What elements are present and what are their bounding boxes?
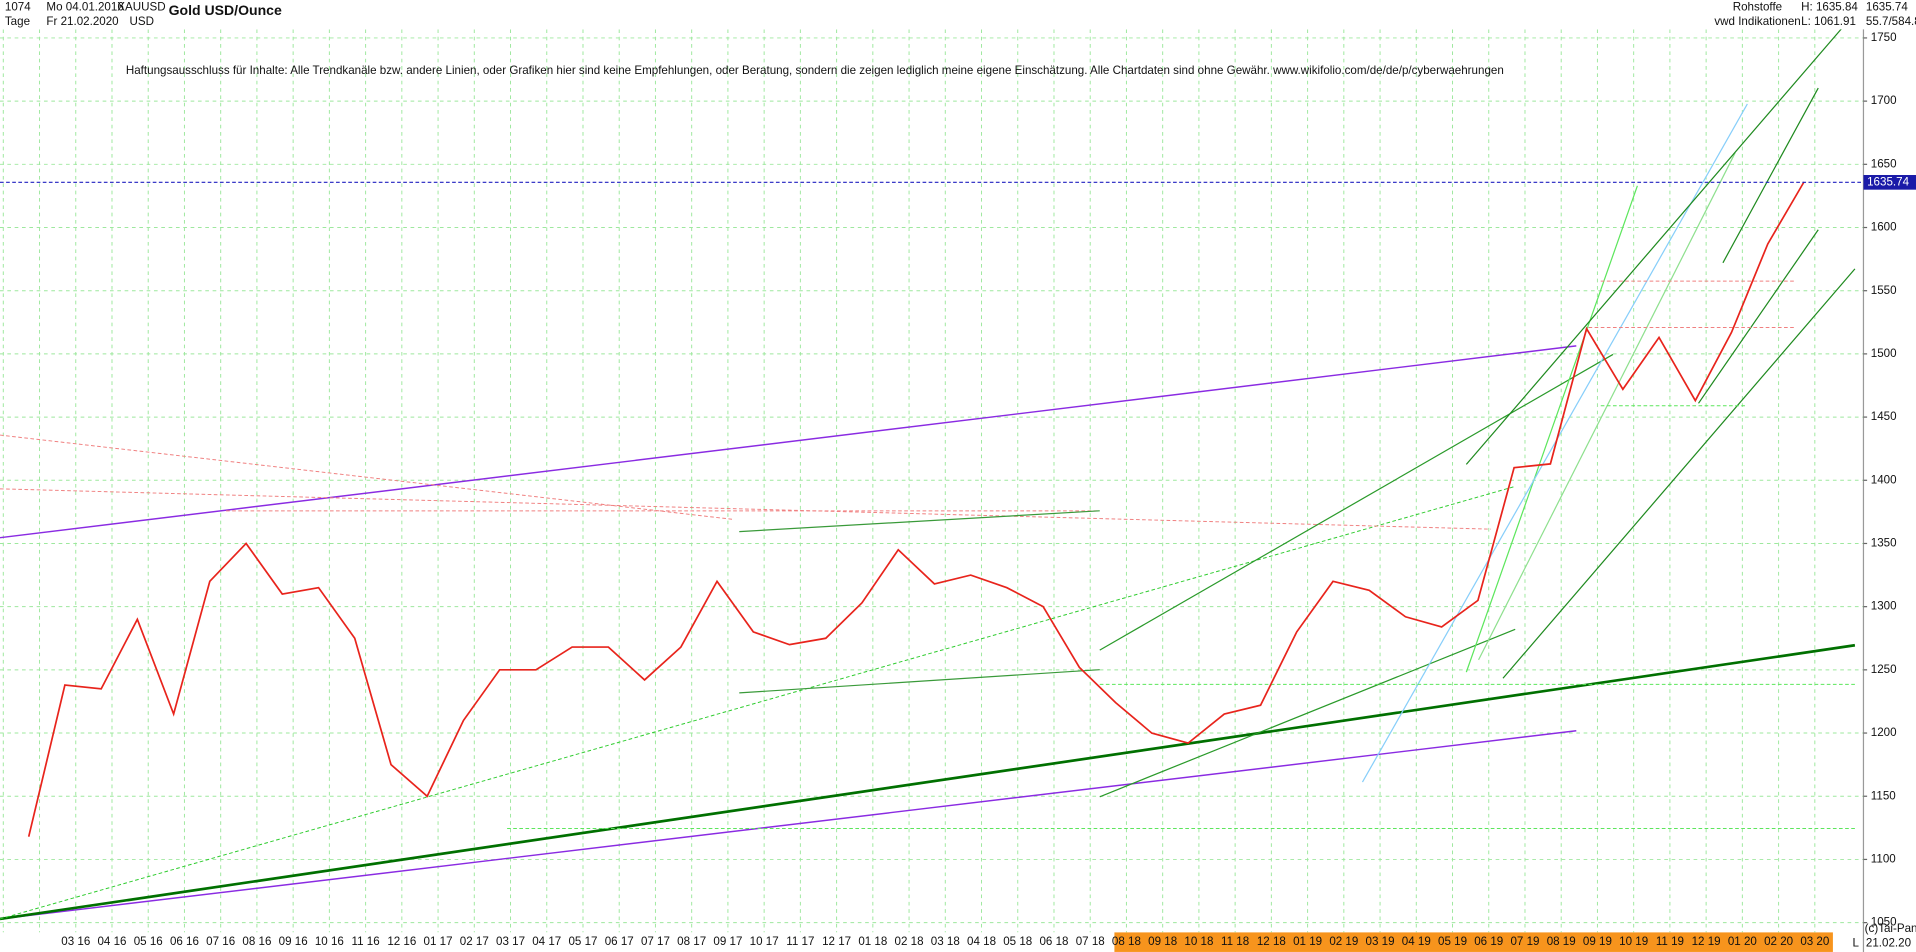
y-tick-label: 1200 (1871, 726, 1897, 739)
x-tick-label: 08 19 (1547, 935, 1576, 948)
x-tick-label: 07 17 (641, 935, 670, 948)
disclaimer: Haftungsausschluss für Inhalte: Alle Tre… (126, 64, 1504, 77)
title: Gold USD/Ounce (169, 2, 282, 18)
y-tick-label: 1600 (1871, 221, 1897, 234)
grid (0, 29, 1864, 933)
end-date: Fr 21.02.2020 (46, 15, 118, 28)
plot (27, 181, 1805, 837)
current-price-tag (1863, 175, 1916, 190)
x-tick-label: 08 17 (677, 935, 706, 948)
x-tick-label: 01 19 (1293, 935, 1322, 948)
y-tick-label: 1400 (1871, 473, 1897, 486)
x-tick-label: 12 19 (1692, 935, 1721, 948)
x-tick-label: 09 19 (1583, 935, 1612, 948)
price-line (27, 181, 1805, 837)
low: L: 1061.91 (1801, 15, 1856, 28)
start-date: Mo 04.01.2016 (46, 0, 123, 13)
y-tick-label: 1100 (1871, 852, 1896, 865)
x-tick-label: 07 18 (1076, 935, 1105, 948)
x-tick-label: 06 17 (605, 935, 634, 948)
y-tick-label: 1650 (1871, 157, 1897, 170)
x-tick-label: 04 16 (97, 935, 126, 948)
y-tick-label: 1350 (1871, 537, 1897, 550)
x-tick-label: 02 17 (460, 935, 489, 948)
x-tick-label: 05 18 (1003, 935, 1032, 948)
x-tick-label: 03 16 (61, 935, 90, 948)
x-tick-label: 03 19 (1366, 935, 1395, 948)
x-tick-label: 12 18 (1257, 935, 1286, 948)
x-tick-label: 06 18 (1039, 935, 1068, 948)
x-tick-label: 11 19 (1656, 935, 1684, 948)
y-tick-label: 1250 (1871, 663, 1897, 676)
y-tick-label: 1500 (1871, 347, 1897, 360)
count: 1074 (5, 0, 31, 13)
x-tick-label: 10 19 (1619, 935, 1648, 948)
y-tick-label: 1150 (1871, 789, 1896, 802)
x-tick-label: 01 17 (424, 935, 453, 948)
x-tick-label: 08 18 (1112, 935, 1141, 948)
footer-date: 21.02.20 (1866, 936, 1911, 949)
x-tick-label: 02 20 (1764, 935, 1793, 948)
x-tick-label: 09 18 (1148, 935, 1177, 948)
x-tick-label: 06 19 (1474, 935, 1503, 948)
x-tick-label: 04 19 (1402, 935, 1431, 948)
current-price-label: 1635.74 (1867, 175, 1909, 188)
ratio: 55.7/584.8 (1866, 15, 1916, 28)
x-tick-label: 10 17 (750, 935, 779, 948)
x-tick-label: 05 16 (134, 935, 163, 948)
x-tick-label: 12 17 (822, 935, 851, 948)
x-tick-label: 10 18 (1184, 935, 1213, 948)
currency: USD (130, 15, 154, 28)
y-tick-label: 1750 (1871, 31, 1897, 44)
high: H: 1635.84 (1801, 0, 1858, 13)
x-tick-label: 05 19 (1438, 935, 1467, 948)
x-tick-label: 02 18 (895, 935, 924, 948)
x-tick-label: 01 18 (858, 935, 887, 948)
x-tick-label: 04 17 (532, 935, 561, 948)
x-tick-label: 11 18 (1221, 935, 1249, 948)
x-tick-label: 05 17 (568, 935, 597, 948)
x-tick-label: 09 16 (279, 935, 308, 948)
y-tick-label: 1550 (1871, 284, 1897, 297)
x-tick-label: 02 19 (1329, 935, 1358, 948)
x-axis-highlight (1114, 932, 1833, 952)
copyright: (c)Tai-Pan (1865, 922, 1916, 935)
y-tick-label: 1700 (1871, 94, 1897, 107)
x-tick-label: 04 18 (967, 935, 996, 948)
group: Rohstoffe (1733, 0, 1782, 13)
x-tick-label: 07 16 (206, 935, 235, 948)
scale-mode: L (1852, 936, 1859, 949)
x-tick-label: 12 16 (387, 935, 416, 948)
trend-lines (0, 24, 1856, 921)
x-tick-label: 11 16 (352, 935, 380, 948)
y-tick-label: 1050 (1871, 916, 1897, 929)
source: vwd Indikationen (1714, 15, 1800, 28)
last-price: 1635.74 (1866, 0, 1908, 13)
x-tick-label: 03 20 (1800, 935, 1829, 948)
x-tick-label: 10 16 (315, 935, 344, 948)
y-tick-label: 1300 (1871, 600, 1897, 613)
period: Tage (5, 15, 30, 28)
x-tick-label: 03 17 (496, 935, 525, 948)
x-tick-label: 06 16 (170, 935, 199, 948)
x-tick-label: 11 17 (786, 935, 814, 948)
y-tick-label: 1450 (1871, 410, 1897, 423)
header-bar (0, 0, 1916, 30)
symbol: XAUUSD (117, 0, 165, 13)
x-tick-label: 03 18 (931, 935, 960, 948)
x-tick-label: 09 17 (713, 935, 742, 948)
x-tick-label: 07 19 (1510, 935, 1539, 948)
x-tick-label: 01 20 (1728, 935, 1757, 948)
x-tick-label: 08 16 (242, 935, 271, 948)
